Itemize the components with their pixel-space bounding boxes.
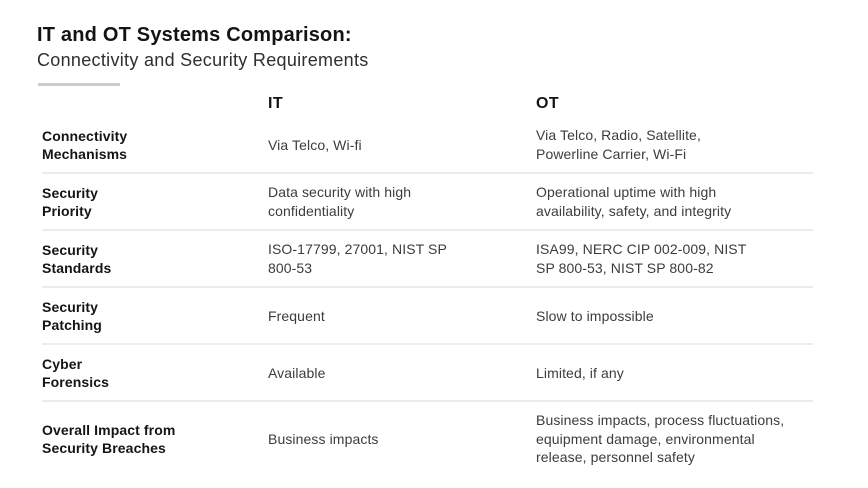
row-label: Security Priority (42, 184, 99, 219)
table-row-security-standards: Security Standards ISO-17799, 27001, NIS… (42, 231, 813, 289)
table-row-security-patching: Security Patching Frequent Slow to impos… (42, 288, 813, 346)
cell-ot: Operational uptime with high availabilit… (536, 184, 732, 219)
cell-ot: Limited, if any (536, 364, 624, 381)
row-label: Security Standards (42, 241, 112, 276)
table-row-cyber-forensics: Cyber Forensics Available Limited, if an… (42, 345, 813, 403)
accent-bar (38, 83, 120, 87)
cell-ot: Via Telco, Radio, Satellite, Powerline C… (536, 127, 701, 162)
page-subtitle: Connectivity and Security Requirements (37, 50, 369, 70)
row-label: Overall Impact from Security Breaches (42, 421, 176, 457)
cell-it: Business impacts (268, 430, 379, 447)
cell-it: Available (268, 364, 326, 381)
table-row-connectivity-mechanisms: Connectivity Mechanisms Via Telco, Wi-fi… (42, 117, 813, 175)
table-row-security-priority: Security Priority Data security with hig… (42, 174, 813, 232)
column-header-ot: OT (536, 95, 560, 113)
table-row-overall-impact: Overall Impact from Security Breaches Bu… (42, 402, 813, 475)
cell-it: Via Telco, Wi-fi (268, 136, 362, 153)
row-label: Connectivity Mechanisms (42, 127, 128, 162)
page-title: IT and OT Systems Comparison: (37, 24, 352, 46)
comparison-table: IT OT Connectivity Mechanisms Via Telco,… (42, 95, 813, 475)
row-label: Security Patching (42, 298, 102, 333)
cell-it: ISO-17799, 27001, NIST SP 800-53 (268, 241, 447, 276)
cell-ot: ISA99, NERC CIP 002-009, NIST SP 800-53,… (536, 241, 747, 276)
column-header-it: IT (268, 95, 284, 113)
row-label: Cyber Forensics (42, 355, 110, 390)
cell-it: Frequent (268, 307, 325, 324)
cell-ot: Business impacts, process fluctuations, … (536, 412, 785, 466)
cell-ot: Slow to impossible (536, 307, 654, 324)
cell-it: Data security with high confidentiality (268, 184, 412, 219)
table-header-row: IT OT (42, 95, 813, 117)
